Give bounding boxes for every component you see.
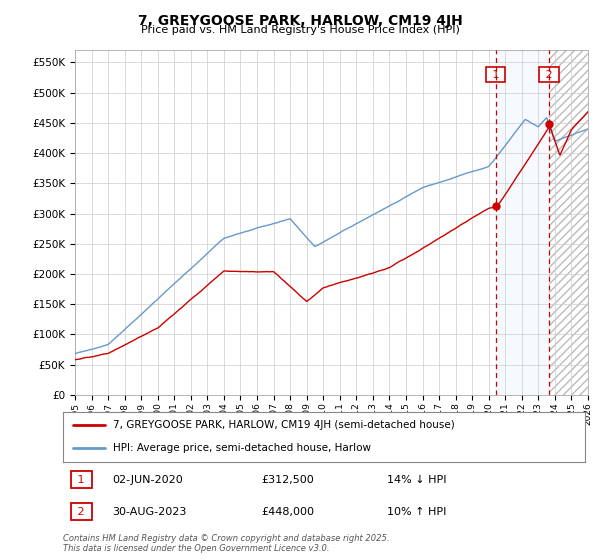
Text: 1: 1 [74,475,88,484]
Text: HPI: Average price, semi-detached house, Harlow: HPI: Average price, semi-detached house,… [113,444,371,454]
Text: 7, GREYGOOSE PARK, HARLOW, CM19 4JH: 7, GREYGOOSE PARK, HARLOW, CM19 4JH [137,14,463,28]
Text: 14% ↓ HPI: 14% ↓ HPI [386,475,446,484]
Text: Contains HM Land Registry data © Crown copyright and database right 2025.
This d: Contains HM Land Registry data © Crown c… [63,534,389,553]
Text: 2: 2 [542,69,556,80]
Text: 7, GREYGOOSE PARK, HARLOW, CM19 4JH (semi-detached house): 7, GREYGOOSE PARK, HARLOW, CM19 4JH (sem… [113,420,454,430]
Bar [549,50,588,395]
Text: 1: 1 [488,69,503,80]
Text: 30-AUG-2023: 30-AUG-2023 [113,507,187,517]
Bar [496,50,549,395]
Bar [549,50,588,395]
Text: Price paid vs. HM Land Registry's House Price Index (HPI): Price paid vs. HM Land Registry's House … [140,25,460,35]
Text: £448,000: £448,000 [262,507,314,517]
Text: 2: 2 [74,507,89,517]
Text: £312,500: £312,500 [262,475,314,484]
Text: 02-JUN-2020: 02-JUN-2020 [113,475,184,484]
Text: 10% ↑ HPI: 10% ↑ HPI [386,507,446,517]
